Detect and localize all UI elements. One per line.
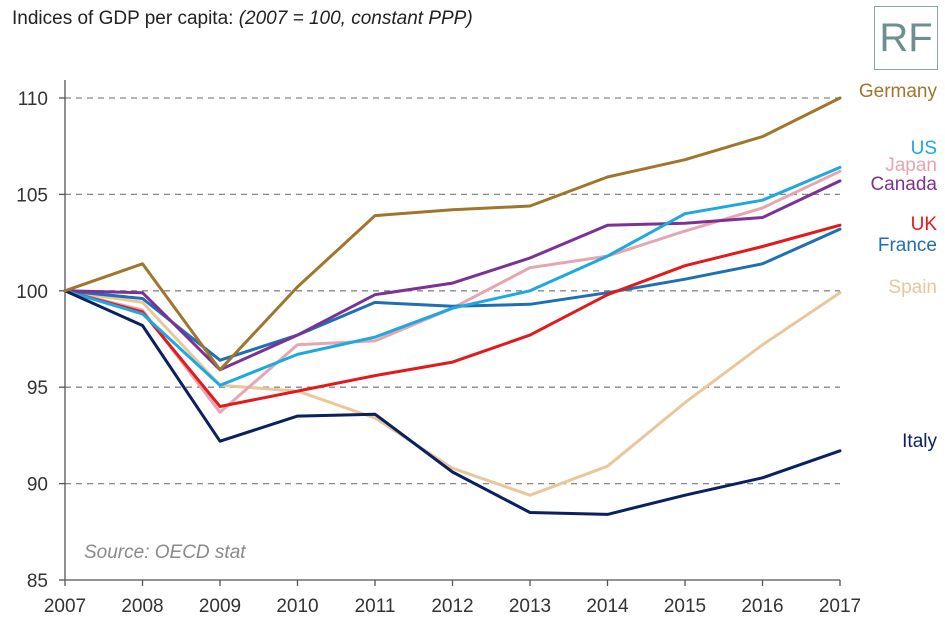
x-tick-label-2014: 2014 xyxy=(586,596,629,617)
series-label-japan: Japan xyxy=(885,155,937,176)
series-line-france xyxy=(63,227,842,362)
series-label-italy: Italy xyxy=(902,431,937,452)
chart-subtitle: (2007 = 100, constant PPP) xyxy=(238,8,473,29)
series-label-uk: UK xyxy=(911,214,938,235)
x-tick-label-2007: 2007 xyxy=(44,596,86,617)
series-label-us: US xyxy=(911,138,937,159)
series-line-italy xyxy=(63,289,842,516)
series-label-germany: Germany xyxy=(859,81,938,102)
series-line-germany xyxy=(63,96,842,372)
x-tick-label-2013: 2013 xyxy=(509,596,551,617)
chart-title-main: Indices of GDP per capita: xyxy=(12,8,234,29)
y-tick-label-105: 105 xyxy=(16,185,48,206)
series-line-canada xyxy=(63,179,842,372)
x-tick-label-2015: 2015 xyxy=(664,596,706,617)
y-tick-label-110: 110 xyxy=(18,89,48,110)
x-tick-label-2016: 2016 xyxy=(741,596,783,617)
y-tick-label-90: 90 xyxy=(27,475,48,496)
series-line-uk xyxy=(63,223,842,408)
y-tick-label-85: 85 xyxy=(27,571,48,592)
x-tick-label-2009: 2009 xyxy=(199,596,241,617)
chart-title: Indices of GDP per capita: (2007 = 100, … xyxy=(12,8,473,30)
series-label-spain: Spain xyxy=(888,277,937,298)
x-tick-label-2012: 2012 xyxy=(431,596,473,617)
rf-logo: RF xyxy=(874,6,938,70)
series-line-us xyxy=(63,165,842,387)
x-tick-label-2008: 2008 xyxy=(121,596,163,617)
y-tick-label-100: 100 xyxy=(16,282,48,303)
series-label-canada: Canada xyxy=(870,174,937,195)
x-tick-label-2011: 2011 xyxy=(355,596,396,617)
x-tick-label-2010: 2010 xyxy=(276,596,318,617)
series-line-spain xyxy=(63,289,842,497)
x-tick-label-2017: 2017 xyxy=(819,596,861,617)
y-tick-label-95: 95 xyxy=(27,378,48,399)
series-label-france: France xyxy=(878,235,937,256)
source-note: Source: OECD stat xyxy=(84,542,246,563)
